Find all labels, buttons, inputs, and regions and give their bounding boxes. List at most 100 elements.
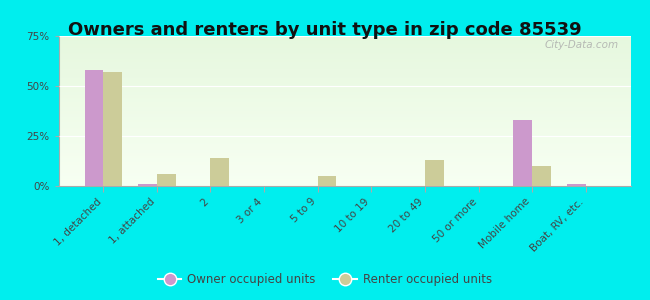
Bar — [58, 148, 630, 150]
Bar — [58, 110, 630, 111]
Bar — [58, 126, 630, 128]
Bar — [58, 99, 630, 100]
Bar — [58, 159, 630, 160]
Bar — [58, 118, 630, 120]
Bar — [58, 144, 630, 146]
Bar — [58, 94, 630, 96]
Bar — [567, 184, 586, 186]
Bar — [58, 142, 630, 144]
Bar — [58, 123, 630, 124]
Bar — [58, 60, 630, 61]
Bar — [58, 128, 630, 129]
Bar — [58, 116, 630, 117]
Bar — [58, 69, 630, 70]
Bar — [58, 87, 630, 88]
Bar — [58, 70, 630, 72]
Bar — [58, 58, 630, 60]
Bar — [58, 100, 630, 102]
Bar — [58, 82, 630, 84]
Bar — [58, 85, 630, 87]
Bar — [58, 75, 630, 76]
Bar — [58, 168, 630, 170]
Bar — [103, 72, 122, 186]
Bar — [58, 81, 630, 82]
Bar — [58, 51, 630, 52]
Bar — [58, 176, 630, 177]
Bar — [58, 153, 630, 154]
Bar — [58, 92, 630, 93]
Bar — [318, 176, 337, 186]
Bar — [58, 52, 630, 54]
Bar — [138, 184, 157, 186]
Text: Owners and renters by unit type in zip code 85539: Owners and renters by unit type in zip c… — [68, 21, 582, 39]
Bar — [58, 57, 630, 58]
Bar — [58, 160, 630, 162]
Bar — [58, 138, 630, 140]
Bar — [58, 106, 630, 108]
Bar — [58, 84, 630, 86]
Bar — [58, 74, 630, 75]
Bar — [58, 64, 630, 66]
Bar — [58, 134, 630, 135]
Bar — [58, 184, 630, 186]
Bar — [58, 165, 630, 166]
Bar — [58, 44, 630, 45]
Bar — [58, 112, 630, 114]
Bar — [58, 162, 630, 164]
Bar — [58, 171, 630, 172]
Bar — [58, 68, 630, 69]
Bar — [58, 117, 630, 118]
Bar — [532, 166, 551, 186]
Bar — [58, 39, 630, 40]
Bar — [58, 135, 630, 136]
Bar — [58, 178, 630, 180]
Bar — [58, 102, 630, 104]
Bar — [58, 183, 630, 184]
Bar — [58, 150, 630, 152]
Bar — [58, 66, 630, 68]
Bar — [514, 120, 532, 186]
Bar — [58, 156, 630, 158]
Bar — [58, 132, 630, 134]
Bar — [58, 105, 630, 106]
Bar — [58, 136, 630, 138]
Legend: Owner occupied units, Renter occupied units: Owner occupied units, Renter occupied un… — [153, 269, 497, 291]
Bar — [58, 180, 630, 182]
Bar — [58, 141, 630, 142]
Bar — [211, 158, 229, 186]
Bar — [58, 177, 630, 178]
Bar — [58, 45, 630, 46]
Bar — [58, 56, 630, 57]
Bar — [58, 76, 630, 78]
Text: City-Data.com: City-Data.com — [545, 40, 619, 50]
Bar — [58, 103, 630, 105]
Bar — [58, 98, 630, 99]
Bar — [58, 36, 630, 38]
Bar — [58, 78, 630, 80]
Bar — [58, 111, 630, 112]
Bar — [58, 147, 630, 148]
Bar — [58, 130, 630, 132]
Bar — [58, 46, 630, 48]
Bar — [58, 164, 630, 165]
Bar — [58, 122, 630, 123]
Bar — [58, 167, 630, 168]
Bar — [58, 146, 630, 147]
Bar — [58, 54, 630, 56]
Bar — [58, 72, 630, 74]
Bar — [58, 38, 630, 39]
Bar — [58, 40, 630, 42]
Bar — [58, 114, 630, 116]
Bar — [58, 158, 630, 159]
Bar — [58, 129, 630, 130]
Bar — [58, 63, 630, 64]
Bar — [58, 124, 630, 126]
Bar — [58, 48, 630, 50]
Bar — [58, 108, 630, 110]
Bar — [58, 90, 630, 92]
Bar — [58, 154, 630, 156]
Bar — [58, 172, 630, 174]
Bar — [58, 174, 630, 176]
Bar — [58, 88, 630, 90]
Bar — [58, 42, 630, 44]
